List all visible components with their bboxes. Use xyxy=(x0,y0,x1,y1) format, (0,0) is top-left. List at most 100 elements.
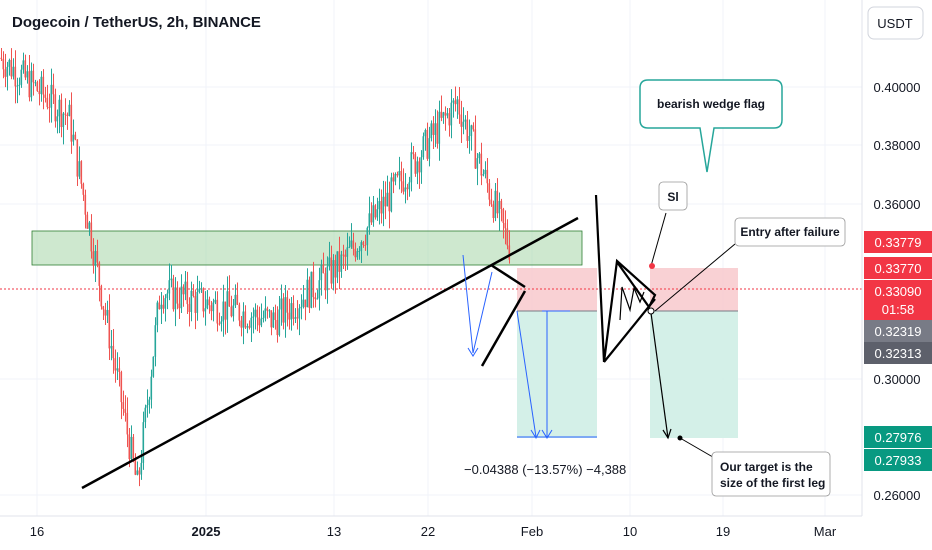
y-tick-label: 0.40000 xyxy=(874,80,921,95)
candle xyxy=(80,160,83,189)
candle xyxy=(288,298,291,330)
candle xyxy=(42,69,45,110)
entry-callout[interactable]: Entry after failure xyxy=(734,217,846,247)
candle xyxy=(486,158,489,193)
candle xyxy=(4,53,7,88)
candle xyxy=(466,111,469,149)
target-callout[interactable]: Our target is the size of the first leg xyxy=(711,451,831,497)
candle xyxy=(212,298,215,322)
wedge-upper-line xyxy=(490,263,526,289)
candle xyxy=(264,296,267,322)
candle xyxy=(32,63,35,96)
candle xyxy=(388,181,391,229)
candle xyxy=(474,115,477,169)
candle xyxy=(224,301,227,335)
candle xyxy=(50,68,53,123)
candle xyxy=(114,349,117,383)
svg-text:0.27976: 0.27976 xyxy=(875,430,922,445)
candle xyxy=(238,302,241,327)
candle xyxy=(222,284,225,337)
candle xyxy=(312,261,315,308)
candle xyxy=(174,277,177,327)
candle xyxy=(202,287,205,318)
candle xyxy=(326,256,329,304)
candle xyxy=(96,239,99,268)
candle xyxy=(414,152,417,177)
candle xyxy=(452,98,455,118)
candle xyxy=(434,109,437,148)
candle xyxy=(346,232,349,270)
candle xyxy=(204,291,207,326)
price-label-last: 0.33090 xyxy=(864,280,932,302)
candle xyxy=(340,250,343,278)
candle xyxy=(240,316,243,337)
x-tick-label: 10 xyxy=(623,524,637,539)
candle xyxy=(444,106,447,131)
candle xyxy=(370,202,373,225)
candle xyxy=(132,433,135,463)
y-tick-label: 0.26000 xyxy=(874,488,921,503)
candle xyxy=(270,310,273,336)
candle xyxy=(86,211,89,229)
candle xyxy=(116,352,119,381)
candle xyxy=(310,271,313,309)
candle xyxy=(294,308,297,324)
svg-text:01:58: 01:58 xyxy=(882,302,915,317)
candle xyxy=(322,252,325,274)
candle xyxy=(98,261,101,302)
candle xyxy=(76,139,79,187)
candle xyxy=(90,214,93,259)
candle xyxy=(446,108,449,119)
candle xyxy=(94,245,97,283)
candle xyxy=(336,251,339,284)
candle xyxy=(374,204,377,220)
candle xyxy=(106,300,109,323)
candle xyxy=(488,178,491,207)
candle xyxy=(508,230,511,264)
candle xyxy=(458,87,461,124)
target-zone-right xyxy=(650,311,738,438)
candle xyxy=(210,300,213,321)
candle xyxy=(30,62,33,102)
candle xyxy=(178,287,181,320)
candle xyxy=(226,276,229,333)
candle xyxy=(172,274,175,312)
candle xyxy=(380,189,383,224)
candle xyxy=(366,226,369,256)
candle xyxy=(108,294,111,360)
price-label-ask: 0.32313 xyxy=(864,342,932,364)
sl-callout[interactable]: Sl xyxy=(658,181,688,211)
candle xyxy=(500,198,503,222)
candle xyxy=(384,181,387,220)
candle xyxy=(416,156,419,185)
candle xyxy=(36,80,39,92)
candle xyxy=(472,122,475,132)
candle xyxy=(320,259,323,296)
candle xyxy=(68,100,71,117)
y-tick-label: 0.38000 xyxy=(874,138,921,153)
entry-marker xyxy=(647,307,655,315)
price-label-bid: 0.32319 xyxy=(864,320,932,342)
candle xyxy=(214,291,217,305)
support-zone xyxy=(31,230,583,266)
candle xyxy=(232,299,235,322)
annotation-bubble[interactable]: bearish wedge flag xyxy=(639,79,783,173)
currency-button[interactable]: USDT xyxy=(867,6,924,40)
price-label-stop_top: 0.33779 xyxy=(864,231,932,253)
candle xyxy=(192,284,195,298)
candle xyxy=(256,305,259,332)
entry-text: Entry after failure xyxy=(740,225,840,239)
target-zone-left xyxy=(517,311,597,438)
candle xyxy=(136,461,139,476)
candle xyxy=(354,242,357,262)
candle xyxy=(482,169,485,177)
candle xyxy=(64,98,67,126)
candle xyxy=(390,172,393,213)
candle xyxy=(236,282,239,305)
candle xyxy=(358,246,361,260)
measure-arrows xyxy=(462,254,597,440)
candle xyxy=(316,289,319,300)
candle xyxy=(432,116,435,149)
candle xyxy=(70,92,73,154)
